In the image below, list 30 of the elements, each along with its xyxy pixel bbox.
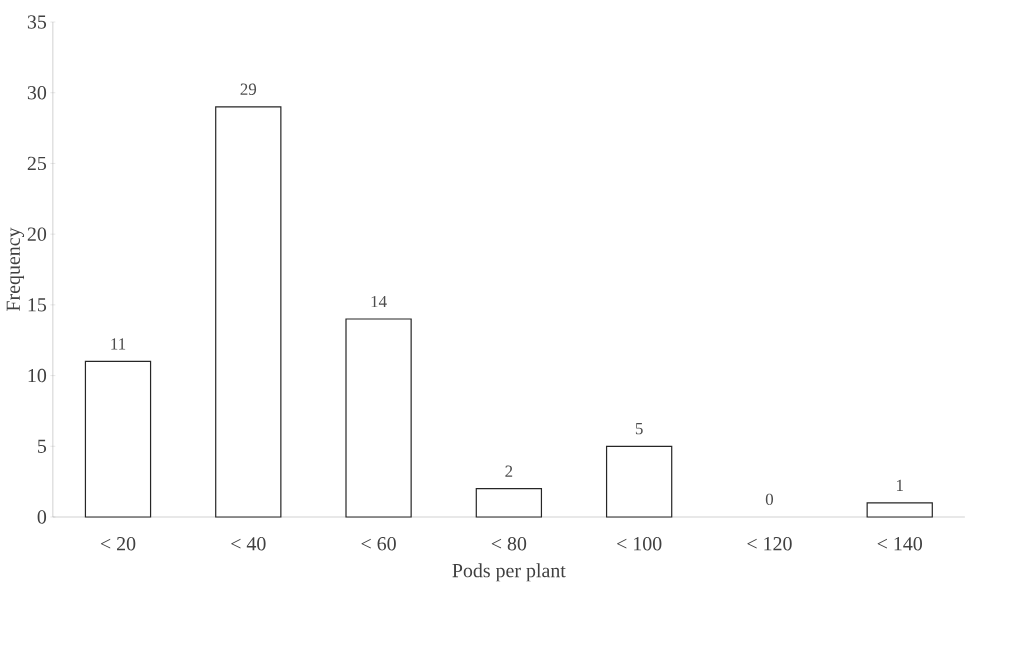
y-tick-label: 5 [38,439,47,453]
x-tick-label: < 80 [491,537,527,551]
x-tick-label: < 40 [231,537,266,551]
y-tick-label: 0 [37,510,47,524]
bar [475,488,543,518]
y-tick-label: 25 [27,156,47,171]
y-tick-label: 30 [27,85,47,100]
x-tick-label: < 120 [747,537,792,551]
x-tick-label: < 140 [877,537,922,551]
x-tick-label: < 100 [617,537,662,551]
y-axis-title: Frequency [6,227,25,311]
y-tick-label: 35 [27,15,47,29]
data-label: 5 [635,423,643,435]
bar [84,360,152,518]
data-label: 14 [371,295,387,308]
y-tick-label: 10 [28,368,47,383]
x-tick-label: < 60 [361,537,396,551]
bar [866,502,933,518]
bar [345,318,412,518]
x-tick-label: < 20 [100,537,136,551]
bar [605,445,673,518]
data-label: 1 [896,479,903,491]
bar [215,106,282,518]
y-tick-label: 20 [27,227,47,241]
data-label: 2 [505,465,513,477]
data-label: 29 [240,83,257,95]
y-tick-label: 15 [28,298,47,312]
data-label: 0 [765,493,774,506]
data-label: 11 [111,338,126,350]
x-axis-title: Pods per plant [452,563,566,582]
